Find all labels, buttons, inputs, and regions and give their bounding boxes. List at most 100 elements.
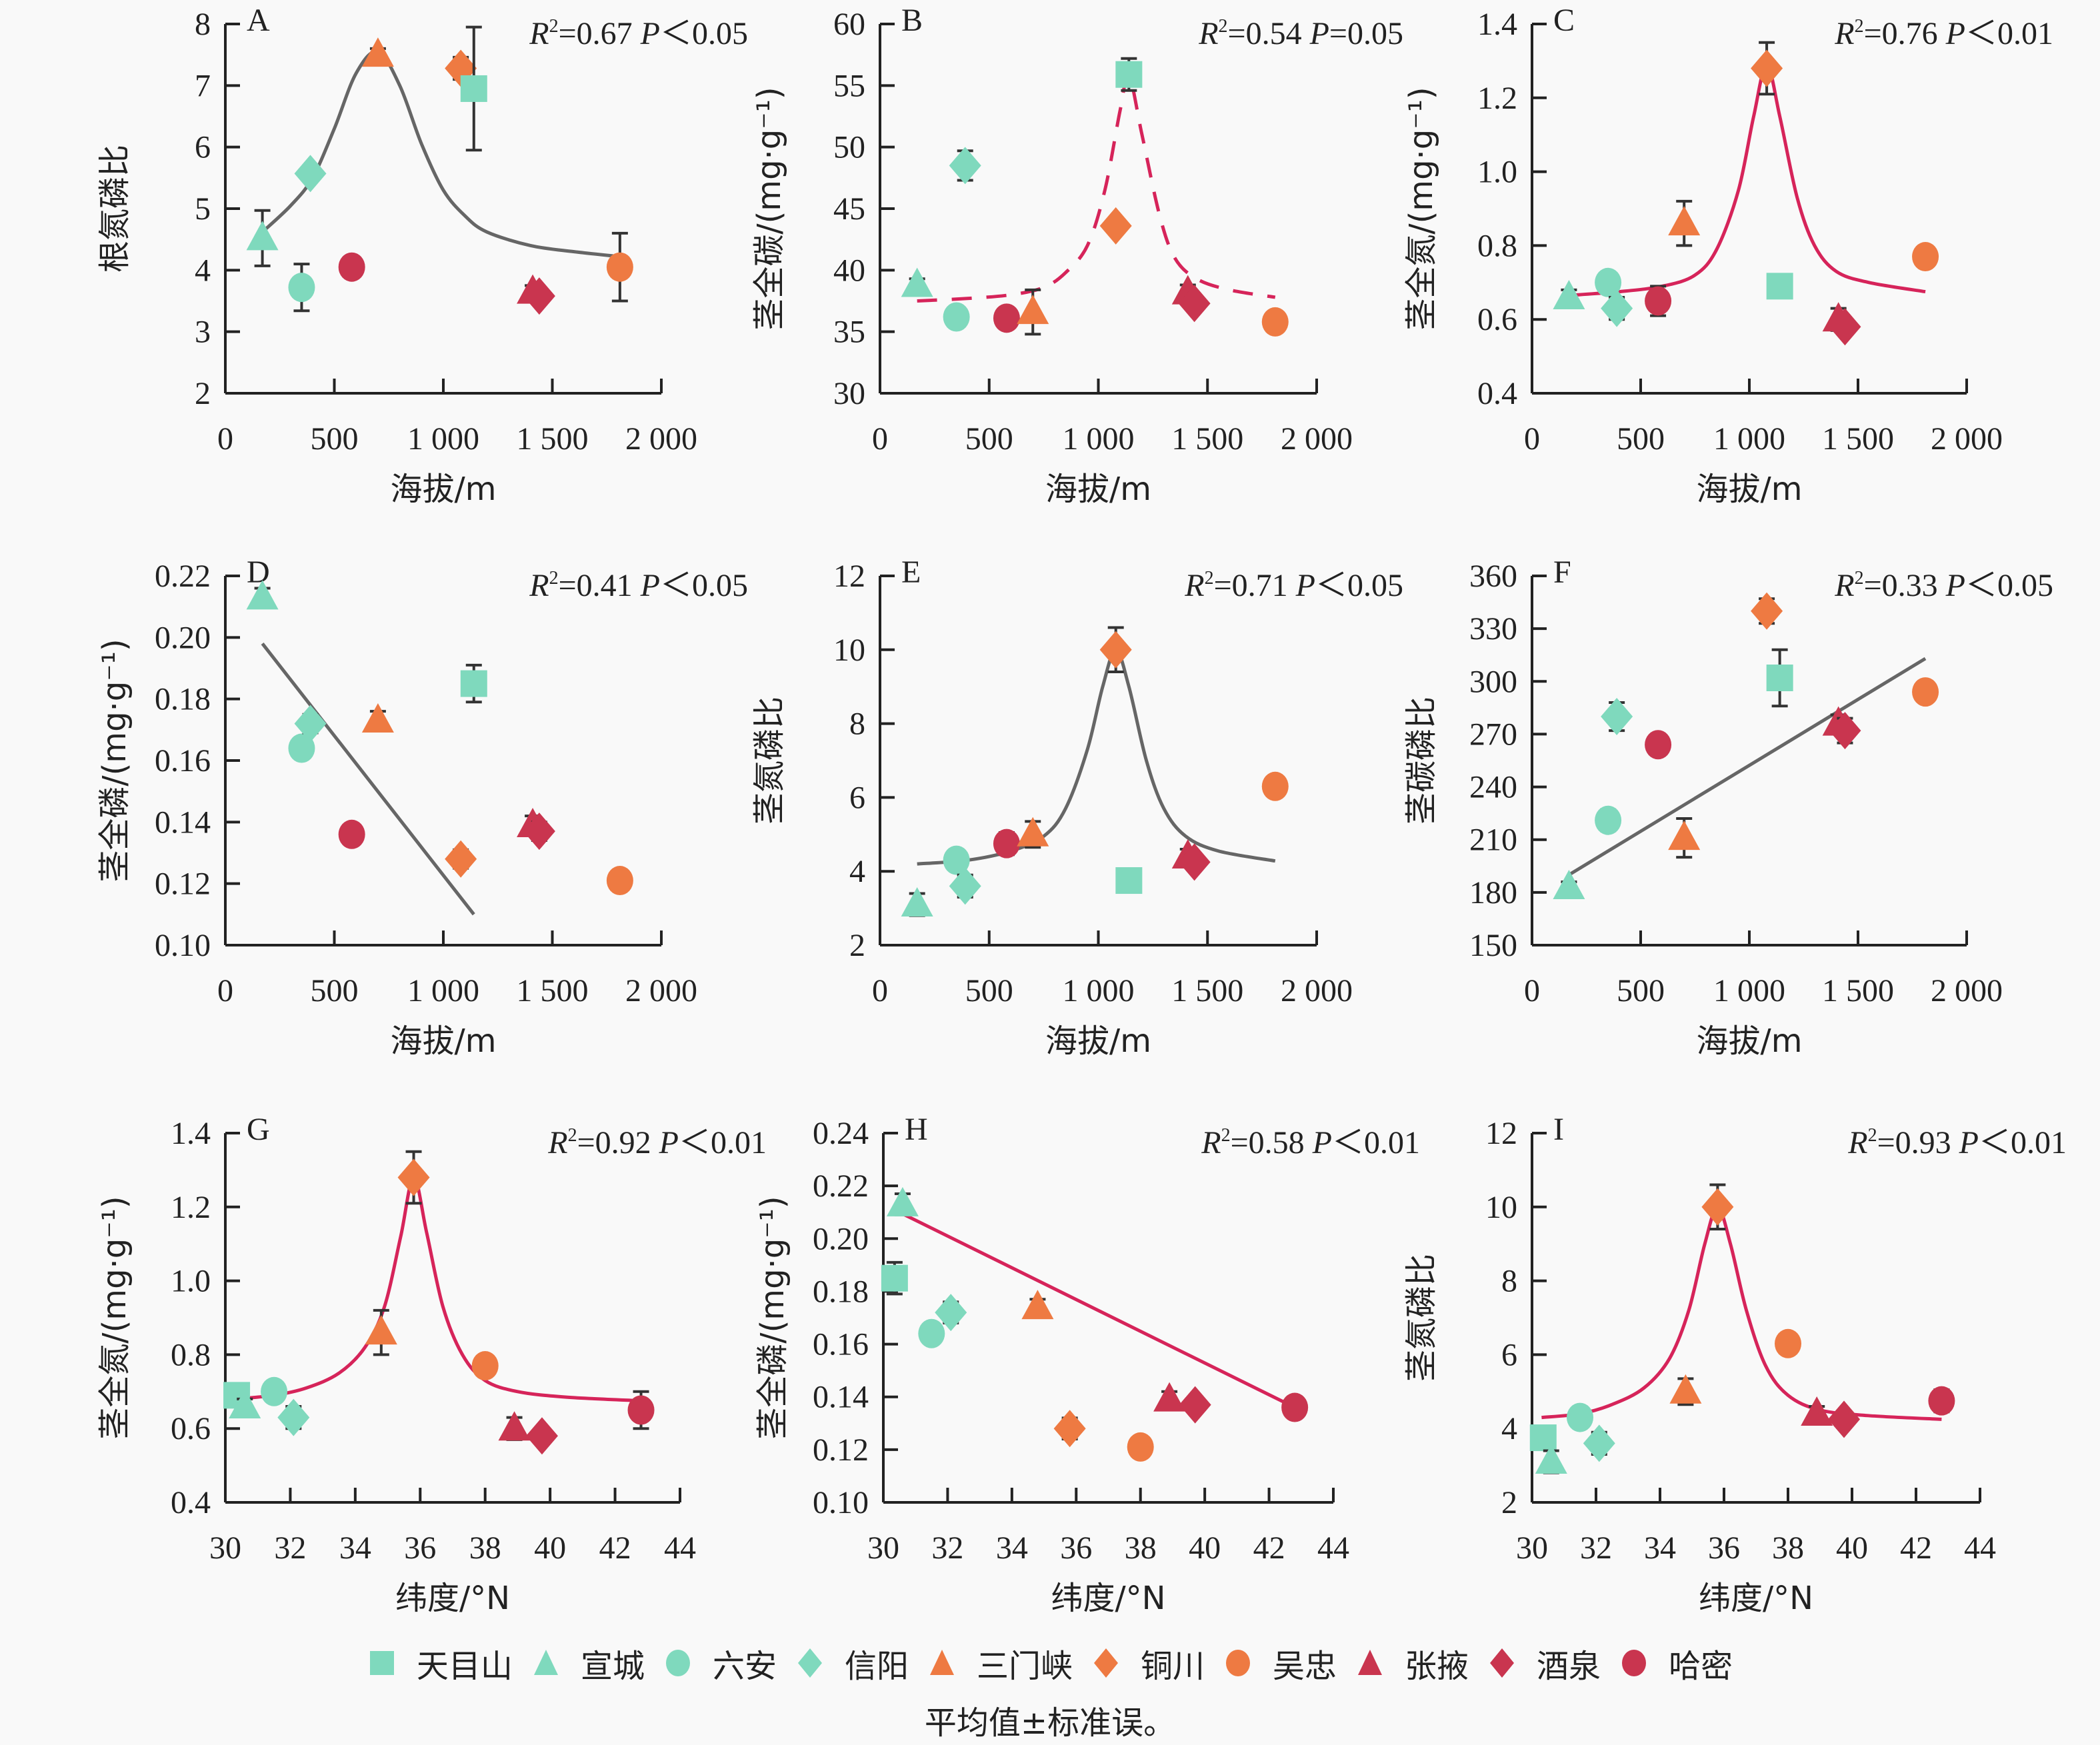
marker-diamond bbox=[1701, 1188, 1734, 1226]
y-tick-label: 10 bbox=[1485, 1190, 1517, 1225]
x-tick-label: 1 500 bbox=[1171, 421, 1243, 457]
y-tick-label: 1.2 bbox=[1477, 81, 1517, 116]
y-tick-label: 10 bbox=[833, 633, 865, 668]
x-tick-label: 500 bbox=[1617, 973, 1665, 1008]
y-tick-label: 35 bbox=[833, 315, 865, 350]
data-point-tianmushan bbox=[1115, 867, 1143, 894]
fit-line bbox=[917, 73, 1276, 303]
marker-diamond bbox=[1751, 592, 1783, 630]
y-axis-title: 茎碳磷比 bbox=[1403, 697, 1440, 825]
legend-label: 三门峡 bbox=[976, 1648, 1073, 1685]
panel-d: 0.10 0.12 0.14 0.16 0.18 0.20 0.22 0 500 1 000 1 5… bbox=[96, 555, 748, 1060]
stat-annotation: R2=0.92 P＜0.01 bbox=[547, 1125, 767, 1160]
data-point-sanmenxia bbox=[365, 1308, 397, 1356]
panel-letter: D bbox=[247, 555, 270, 590]
legend-label: 信阳 bbox=[844, 1648, 909, 1685]
marker-triangle bbox=[1668, 206, 1701, 236]
diamond-icon bbox=[1094, 1648, 1118, 1678]
marker-diamond bbox=[1601, 289, 1633, 327]
panel-letter: F bbox=[1553, 555, 1571, 590]
data-point-hami bbox=[1645, 730, 1672, 760]
x-tick-label: 1 500 bbox=[1822, 973, 1894, 1008]
data-point-zhangye bbox=[1801, 1396, 1833, 1426]
marker-diamond bbox=[294, 705, 327, 743]
data-point-zhangye bbox=[498, 1411, 531, 1441]
stat-annotation: R2=0.33 P＜0.05 bbox=[1834, 568, 2053, 603]
marker-circle bbox=[943, 302, 970, 332]
x-tick-label: 42 bbox=[599, 1530, 631, 1566]
marker-diamond bbox=[935, 1294, 967, 1332]
x-tick-label: 1 500 bbox=[1822, 421, 1894, 457]
y-tick-label: 0.14 bbox=[155, 805, 211, 840]
data-point-tianmushan bbox=[881, 1260, 908, 1296]
data-point-wuzhong bbox=[1127, 1432, 1154, 1462]
marker-triangle bbox=[498, 1411, 531, 1441]
marker-diamond bbox=[445, 840, 477, 878]
x-tick-label: 2 000 bbox=[625, 973, 697, 1008]
data-point-luan bbox=[1567, 1402, 1593, 1432]
x-tick-label: 38 bbox=[1125, 1530, 1157, 1566]
x-axis-title: 纬度/°N bbox=[395, 1580, 510, 1617]
y-tick-label: 0.14 bbox=[813, 1380, 869, 1415]
fit-line bbox=[1541, 1205, 1942, 1421]
data-point-wuzhong bbox=[1912, 677, 1939, 707]
marker-diamond bbox=[1178, 843, 1211, 881]
data-point-luan bbox=[918, 1318, 945, 1348]
x-tick-label: 32 bbox=[1580, 1530, 1612, 1566]
x-tick-label: 0 bbox=[872, 421, 888, 457]
marker-circle bbox=[606, 252, 633, 282]
diamond-icon bbox=[1490, 1648, 1515, 1678]
x-tick-label: 38 bbox=[1772, 1530, 1804, 1566]
x-tick-label: 0 bbox=[217, 421, 233, 457]
marker-diamond bbox=[949, 147, 981, 185]
marker-circle bbox=[627, 1395, 655, 1425]
data-point-xinyang bbox=[1583, 1424, 1615, 1462]
data-point-sanmenxia bbox=[361, 703, 394, 733]
panel-letter: B bbox=[901, 3, 923, 38]
y-tick-label: 0.12 bbox=[155, 867, 211, 902]
x-tick-label: 30 bbox=[867, 1530, 899, 1566]
y-tick-label: 0.18 bbox=[155, 682, 211, 717]
x-tick-label: 500 bbox=[965, 421, 1013, 457]
legend-item-zhangye: 张掖 bbox=[1355, 1640, 1469, 1686]
x-tick-label: 44 bbox=[1317, 1530, 1349, 1566]
data-point-luan bbox=[943, 302, 970, 332]
y-axis-title: 茎全磷/(mg·g⁻¹) bbox=[754, 1196, 791, 1439]
y-tick-label: 330 bbox=[1469, 611, 1517, 647]
marker-triangle bbox=[1153, 1382, 1186, 1412]
y-tick-label: 4 bbox=[849, 854, 865, 889]
x-tick-label: 32 bbox=[274, 1530, 306, 1566]
data-point-xuancheng bbox=[901, 887, 933, 917]
y-tick-label: 12 bbox=[833, 559, 865, 594]
y-axis-title: 茎氮磷比 bbox=[751, 697, 788, 825]
legend-label: 吴忠 bbox=[1273, 1648, 1337, 1685]
y-tick-label: 60 bbox=[833, 7, 865, 42]
y-tick-label: 360 bbox=[1469, 559, 1517, 594]
y-tick-label: 8 bbox=[195, 7, 211, 42]
x-tick-label: 0 bbox=[872, 973, 888, 1008]
y-tick-label: 0.20 bbox=[813, 1221, 869, 1256]
triangle-icon bbox=[929, 1650, 954, 1675]
data-point-luan bbox=[1595, 267, 1622, 297]
y-tick-label: 0.4 bbox=[1477, 376, 1517, 411]
marker-circle bbox=[1261, 771, 1289, 801]
data-point-wuzhong bbox=[1261, 307, 1289, 337]
x-tick-label: 500 bbox=[311, 973, 359, 1008]
x-tick-label: 1 000 bbox=[1713, 973, 1785, 1008]
marker-triangle bbox=[229, 1388, 261, 1418]
marker-triangle bbox=[901, 267, 933, 297]
data-point-sanmenxia bbox=[1668, 199, 1701, 247]
stat-annotation: R2=0.67 P＜0.05 bbox=[529, 16, 748, 51]
panel-letter: A bbox=[247, 3, 270, 38]
x-tick-label: 30 bbox=[209, 1530, 241, 1566]
y-tick-label: 6 bbox=[849, 780, 865, 815]
marker-diamond bbox=[1601, 698, 1633, 736]
marker-circle bbox=[1567, 1402, 1593, 1432]
y-tick-label: 0.8 bbox=[1477, 228, 1517, 263]
y-tick-label: 40 bbox=[833, 253, 865, 288]
marker-circle bbox=[606, 866, 633, 896]
data-point-xuancheng bbox=[1553, 279, 1585, 309]
diamond-icon bbox=[797, 1648, 822, 1678]
stat-annotation: R2=0.71 P＜0.05 bbox=[1184, 568, 1403, 603]
data-point-jiuquan bbox=[1178, 285, 1211, 323]
